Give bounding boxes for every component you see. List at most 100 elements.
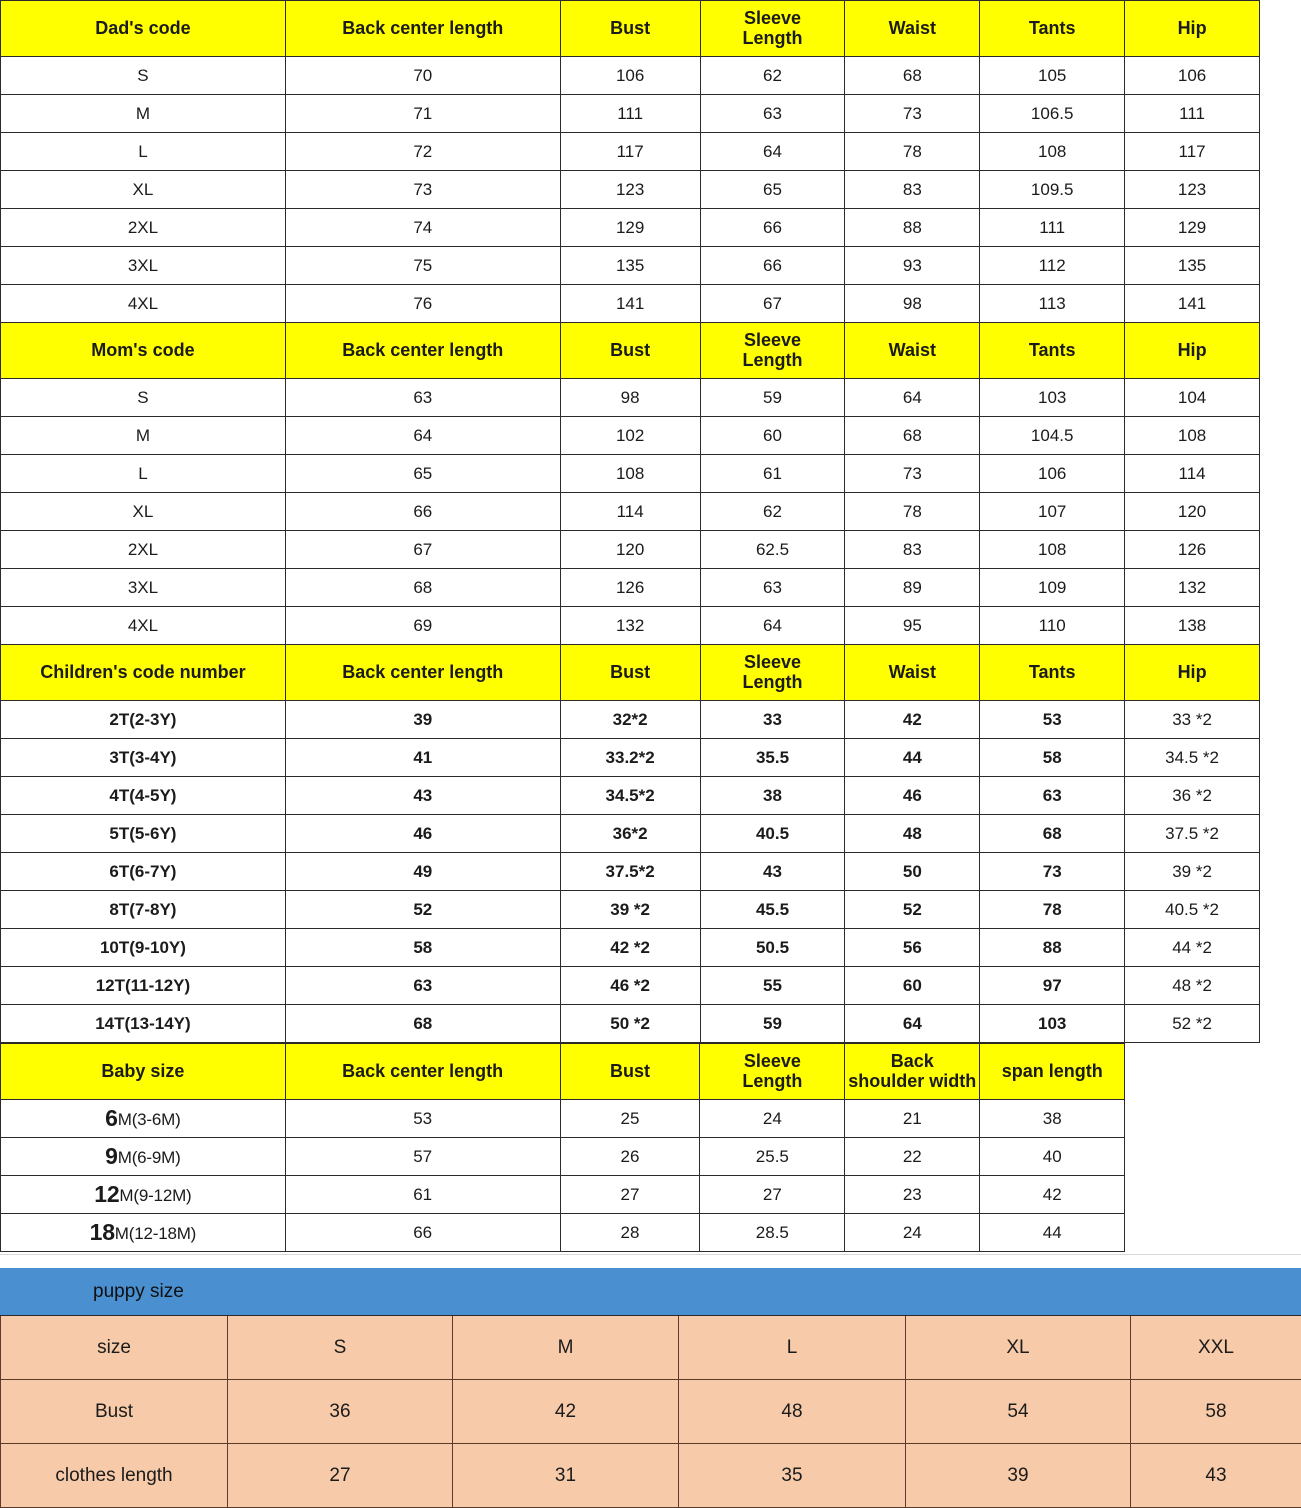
cell-moms-6-6: 138	[1125, 607, 1260, 645]
cell-moms-0-6: 104	[1125, 379, 1260, 417]
cell-baby-1-2: 25.5	[700, 1138, 845, 1176]
cell-dads-1-1: 71	[285, 95, 560, 133]
cell-children-2-4: 46	[845, 777, 980, 815]
cell-dads-1-6: 111	[1125, 95, 1260, 133]
cell-dads-4-4: 88	[845, 209, 980, 247]
cell-dads-3-2: 123	[560, 171, 700, 209]
cell-children-0-1: 39	[285, 701, 560, 739]
cell-baby-size-3: 18M(12-18M)	[1, 1214, 286, 1252]
cell-moms-5-3: 63	[700, 569, 845, 607]
cell-dads-4-0: 2XL	[1, 209, 286, 247]
cell-dads-4-6: 129	[1125, 209, 1260, 247]
cell-dads-6-5: 113	[980, 285, 1125, 323]
cell-children-7-6: 48 *2	[1125, 967, 1260, 1005]
cell-children-8-6: 52 *2	[1125, 1005, 1260, 1043]
cell-baby-0-2: 24	[700, 1100, 845, 1138]
cell-children-0-3: 33	[700, 701, 845, 739]
column-header-dads-6: Hip	[1125, 1, 1260, 57]
cell-baby-3-4: 44	[980, 1214, 1125, 1252]
cell-baby-3-3: 24	[845, 1214, 980, 1252]
cell-baby-size-2: 12M(9-12M)	[1, 1176, 286, 1214]
cell-moms-6-1: 69	[285, 607, 560, 645]
baby-size-number: 6	[105, 1105, 118, 1131]
column-header-moms-6: Hip	[1125, 323, 1260, 379]
cell-dads-0-5: 105	[980, 57, 1125, 95]
cell-moms-4-1: 67	[285, 531, 560, 569]
cell-puppy-0-2: 48	[679, 1380, 906, 1444]
row-right-padding	[1260, 967, 1301, 1005]
cell-children-6-1: 58	[285, 929, 560, 967]
cell-baby-2-1: 27	[560, 1176, 700, 1214]
cell-children-5-5: 78	[980, 891, 1125, 929]
cell-children-7-0: 12T(11-12Y)	[1, 967, 286, 1005]
cell-dads-2-6: 117	[1125, 133, 1260, 171]
cell-dads-3-4: 83	[845, 171, 980, 209]
cell-moms-0-3: 59	[700, 379, 845, 417]
cell-children-2-1: 43	[285, 777, 560, 815]
cell-puppy-0-1: 42	[453, 1380, 679, 1444]
cell-moms-6-2: 132	[560, 607, 700, 645]
cell-moms-3-0: XL	[1, 493, 286, 531]
column-header-children-0: Children's code number	[1, 645, 286, 701]
cell-children-4-6: 39 *2	[1125, 853, 1260, 891]
cell-children-7-5: 97	[980, 967, 1125, 1005]
cell-dads-1-5: 106.5	[980, 95, 1125, 133]
baby-size-number: 12	[94, 1181, 119, 1207]
cell-baby-size-0: 6M(3-6M)	[1, 1100, 286, 1138]
cell-moms-3-1: 66	[285, 493, 560, 531]
cell-moms-2-0: L	[1, 455, 286, 493]
row-right-padding	[1260, 569, 1301, 607]
cell-children-2-0: 4T(4-5Y)	[1, 777, 286, 815]
column-header-dads-2: Bust	[560, 1, 700, 57]
cell-moms-3-5: 107	[980, 493, 1125, 531]
cell-baby-1-4: 40	[980, 1138, 1125, 1176]
cell-children-1-2: 33.2*2	[560, 739, 700, 777]
cell-moms-5-6: 132	[1125, 569, 1260, 607]
row-right-padding	[1260, 1214, 1301, 1252]
cell-baby-2-2: 27	[700, 1176, 845, 1214]
puppy-column-header-4: XL	[906, 1316, 1131, 1380]
row-right-padding	[1260, 815, 1301, 853]
cell-children-4-5: 73	[980, 853, 1125, 891]
baby-row-blank-cell	[1125, 1214, 1260, 1252]
cell-dads-5-5: 112	[980, 247, 1125, 285]
cell-children-4-2: 37.5*2	[560, 853, 700, 891]
cell-children-7-4: 60	[845, 967, 980, 1005]
cell-puppy-1-1: 31	[453, 1444, 679, 1508]
cell-moms-4-4: 83	[845, 531, 980, 569]
cell-puppy-1-2: 35	[679, 1444, 906, 1508]
cell-children-8-5: 103	[980, 1005, 1125, 1043]
column-header-moms-4: Waist	[845, 323, 980, 379]
row-right-padding	[1260, 853, 1301, 891]
cell-moms-1-2: 102	[560, 417, 700, 455]
cell-dads-3-1: 73	[285, 171, 560, 209]
column-header-children-6: Hip	[1125, 645, 1260, 701]
cell-dads-6-2: 141	[560, 285, 700, 323]
baby-size-range: M(6-9M)	[118, 1148, 181, 1167]
row-right-padding	[1260, 285, 1301, 323]
column-header-moms-2: Bust	[560, 323, 700, 379]
cell-dads-3-5: 109.5	[980, 171, 1125, 209]
cell-moms-4-2: 120	[560, 531, 700, 569]
cell-children-6-3: 50.5	[700, 929, 845, 967]
cell-baby-0-0: 53	[285, 1100, 560, 1138]
cell-children-8-1: 68	[285, 1005, 560, 1043]
cell-dads-5-0: 3XL	[1, 247, 286, 285]
row-right-padding	[1260, 739, 1301, 777]
cell-moms-0-4: 64	[845, 379, 980, 417]
cell-children-6-4: 56	[845, 929, 980, 967]
cell-dads-4-1: 74	[285, 209, 560, 247]
puppy-column-header-5: XXL	[1131, 1316, 1301, 1380]
cell-puppy-1-3: 39	[906, 1444, 1131, 1508]
